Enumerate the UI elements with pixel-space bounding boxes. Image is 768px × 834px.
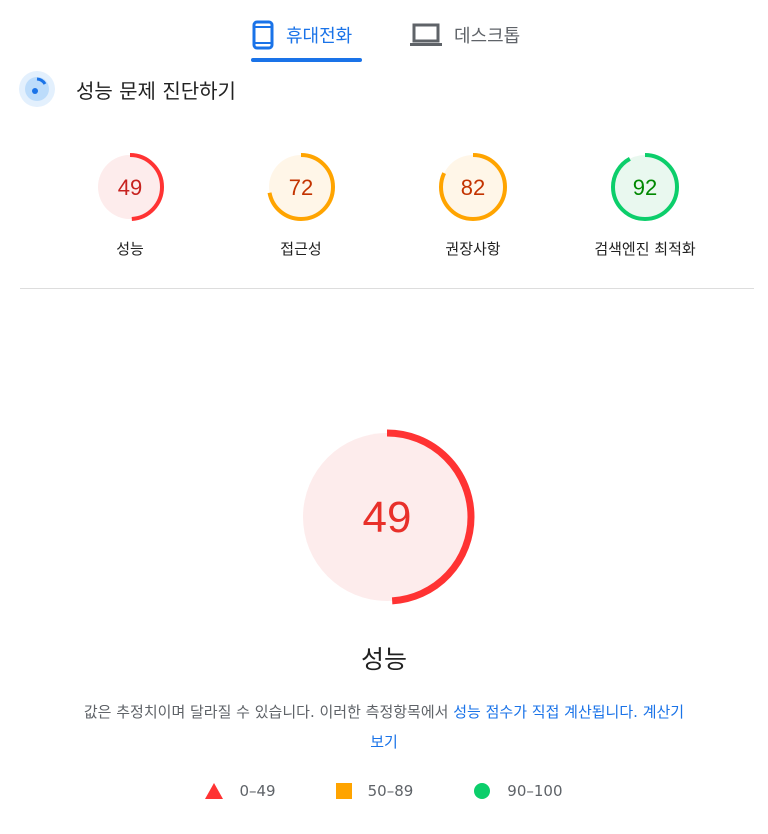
laptop-icon: [410, 23, 442, 46]
gauge-arc: [299, 429, 475, 605]
gauge-arc: [439, 153, 507, 221]
gauge-arc: [96, 153, 164, 221]
gauge-score: 49: [118, 175, 142, 200]
category-gauge[interactable]: 72 접근성: [211, 150, 391, 259]
square-icon: [335, 783, 352, 799]
legend-average-label: 50–89: [367, 782, 414, 800]
tab-desktop-label: 데스크톱: [454, 26, 521, 47]
description-text: 값은 추정치이며 달라질 수 있습니다. 이러한 측정항목에서: [83, 703, 454, 721]
active-tab-indicator: [251, 58, 362, 62]
gauge-background: [303, 433, 471, 601]
triangle-icon: [205, 783, 224, 799]
gauge-label: 검색엔진 최적화: [594, 240, 696, 258]
gauge-arc: [611, 153, 679, 221]
category-gauge[interactable]: 92 검색엔진 최적화: [555, 150, 735, 259]
legend-average: 50–89: [335, 782, 414, 800]
tab-mobile[interactable]: 휴대전화: [252, 10, 352, 60]
tab-mobile-label: 휴대전화: [286, 26, 353, 47]
performance-gauge-large: 49: [297, 427, 477, 611]
category-gauge[interactable]: 82 권장사항: [383, 150, 563, 259]
section-header: 성능 문제 진단하기: [18, 70, 236, 108]
gauge-score: 72: [289, 175, 313, 200]
gauge-score: 92: [633, 175, 657, 200]
legend-pass: 90–100: [473, 782, 563, 800]
gauge-arc: [267, 153, 335, 221]
gauge-ring: 92: [611, 153, 679, 221]
performance-title: 성능: [360, 645, 407, 674]
lighthouse-gauge-icon: [19, 71, 55, 107]
gauge-score: 82: [461, 175, 485, 200]
smartphone-icon: [252, 20, 274, 50]
page-title: 성능 문제 진단하기: [76, 78, 236, 103]
gauge-label: 성능: [116, 240, 144, 258]
gauge-label: 접근성: [280, 240, 322, 258]
gauge-score: 49: [363, 493, 412, 542]
circle-icon: [474, 783, 491, 799]
description: 값은 추정치이며 달라질 수 있습니다. 이러한 측정항목에서 성능 점수가 직…: [80, 697, 688, 757]
divider: [20, 288, 754, 289]
score-legend: 0–49 50–89 90–100: [0, 782, 768, 800]
gauge-ring: 82: [439, 153, 507, 221]
tab-desktop[interactable]: 데스크톱: [410, 10, 520, 60]
score-calculation-link[interactable]: 성능 점수가 직접 계산됩니다.: [453, 703, 638, 721]
gauge-label: 권장사항: [445, 240, 501, 258]
legend-fail-label: 0–49: [239, 782, 276, 800]
legend-fail: 0–49: [205, 782, 276, 800]
category-gauge[interactable]: 49 성능: [40, 150, 220, 259]
calculator-link[interactable]: 계산기 보기: [370, 703, 685, 751]
gauge-ring: 72: [267, 153, 335, 221]
gauge-ring: 49: [96, 153, 164, 221]
legend-pass-label: 90–100: [507, 782, 563, 800]
